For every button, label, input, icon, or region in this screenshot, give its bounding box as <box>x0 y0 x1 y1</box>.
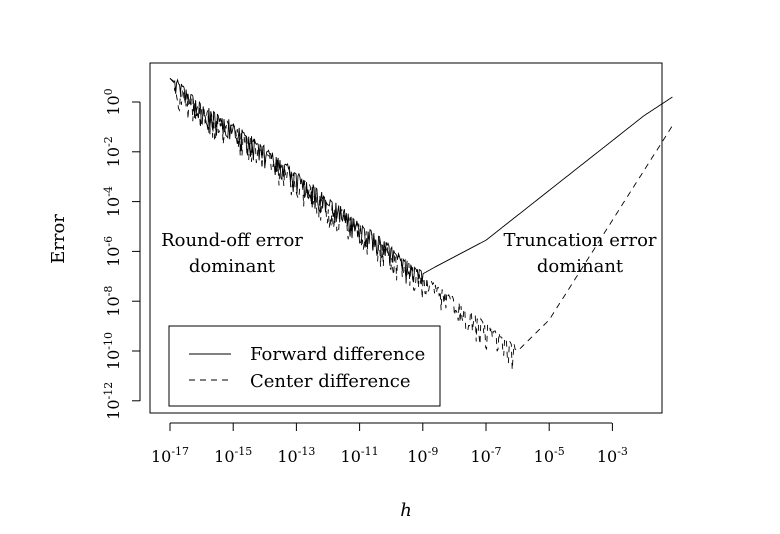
x-tick-label: 10-17 <box>151 445 189 466</box>
y-tick-label-exponent: -10 <box>102 332 115 350</box>
x-axis: 10-17 10-15 10-13 10-11 10-9 10-7 10-5 10-3 <box>151 422 628 466</box>
legend-label-center: Center difference <box>250 371 411 392</box>
x-tick-label: 10-3 <box>597 445 628 466</box>
x-tick-label-exponent: -3 <box>617 445 628 458</box>
x-tick-label: 10-15 <box>214 445 252 466</box>
x-tick-label-exponent: -17 <box>171 445 189 458</box>
annotation-truncation-line1: Truncation error <box>503 230 656 251</box>
y-tick-label-base: 10 <box>104 95 123 115</box>
series-forward-difference <box>169 77 673 284</box>
series-center-difference <box>169 78 673 370</box>
x-tick-label: 10-5 <box>534 445 565 466</box>
y-tick-label-base: 10 <box>104 197 123 217</box>
y-tick-label: 10-4 <box>102 186 123 217</box>
x-tick-label: 10-9 <box>407 445 438 466</box>
y-axis-label: Error <box>48 214 69 264</box>
x-tick-label-exponent: -5 <box>554 445 565 458</box>
x-tick-label: 10-7 <box>470 445 501 466</box>
x-tick-label-exponent: -7 <box>491 445 502 458</box>
annotation-roundoff-line2: dominant <box>189 256 276 277</box>
x-tick-label-base: 10 <box>277 447 297 466</box>
x-tick-label-base: 10 <box>151 447 171 466</box>
y-tick-label: 10-12 <box>102 382 123 420</box>
plot-frame <box>149 62 663 414</box>
y-tick-label-base: 10 <box>104 247 123 267</box>
legend-box <box>168 325 441 407</box>
y-tick-label-base: 10 <box>104 147 123 167</box>
y-tick-label-exponent: -12 <box>102 382 115 400</box>
y-tick-label-base: 10 <box>104 350 123 370</box>
series-lines <box>169 77 673 370</box>
y-tick-label-exponent: -4 <box>102 186 115 197</box>
y-tick-label-exponent: -2 <box>102 136 115 147</box>
y-tick-label-exponent: 0 <box>102 88 115 95</box>
x-axis-label: h <box>400 500 412 521</box>
x-tick-label-exponent: -13 <box>298 445 316 458</box>
y-tick-label: 10-2 <box>102 136 123 167</box>
annotation-truncation-line2: dominant <box>537 256 624 277</box>
chart-plot-area <box>149 62 673 414</box>
x-tick-label-base: 10 <box>597 447 617 466</box>
x-tick-label-base: 10 <box>214 447 234 466</box>
y-tick-label-exponent: -6 <box>102 236 115 247</box>
x-tick-label-base: 10 <box>534 447 554 466</box>
annotation-truncation: Truncation error dominant <box>503 230 656 277</box>
y-tick-label: 10-10 <box>102 332 123 370</box>
x-tick-label-exponent: -9 <box>428 445 439 458</box>
y-tick-label: 10-8 <box>102 286 123 317</box>
y-tick-label-exponent: -8 <box>102 286 115 297</box>
x-tick-label-base: 10 <box>341 447 361 466</box>
x-tick-label-base: 10 <box>470 447 490 466</box>
y-tick-label: 10-6 <box>102 236 123 267</box>
legend: Forward difference Center difference <box>168 325 441 407</box>
x-tick-label: 10-13 <box>277 445 315 466</box>
x-tick-label-exponent: -11 <box>361 445 379 458</box>
x-tick-label: 10-11 <box>341 445 379 466</box>
y-tick-label: 100 <box>102 88 123 115</box>
x-tick-label-base: 10 <box>407 447 427 466</box>
annotation-roundoff-line1: Round-off error <box>161 230 303 251</box>
annotation-roundoff: Round-off error dominant <box>161 230 303 277</box>
y-tick-label-base: 10 <box>104 296 123 316</box>
x-tick-label-exponent: -15 <box>235 445 253 458</box>
legend-label-forward: Forward difference <box>250 344 425 365</box>
y-tick-label-base: 10 <box>104 399 123 419</box>
